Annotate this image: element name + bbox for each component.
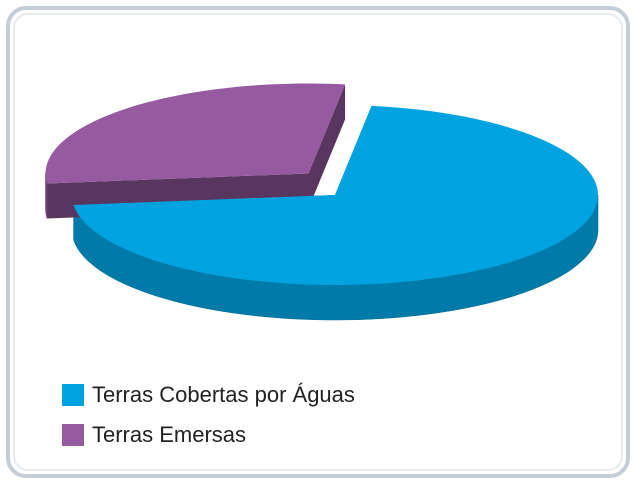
slice-side <box>73 194 599 321</box>
slice <box>45 83 346 184</box>
legend-label: Terras Cobertas por Águas <box>92 382 355 407</box>
slice-side <box>45 173 48 219</box>
legend-label: Terras Emersas <box>92 422 246 447</box>
legend-swatch <box>62 384 84 406</box>
slice <box>73 105 599 286</box>
frame-inner <box>13 13 623 471</box>
legend-swatch <box>62 424 84 446</box>
slice-wall <box>308 84 346 209</box>
